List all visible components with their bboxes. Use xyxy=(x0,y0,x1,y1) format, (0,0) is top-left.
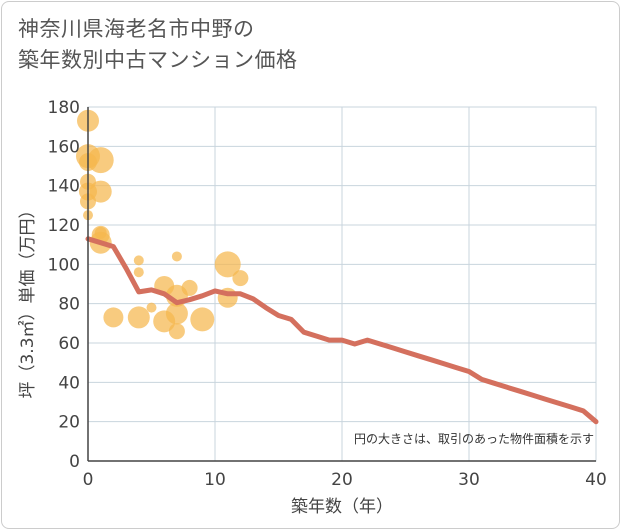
x-axis-label: 築年数（年） xyxy=(291,497,393,517)
data-point xyxy=(127,306,150,329)
x-tick-label: 30 xyxy=(458,470,480,490)
data-point xyxy=(103,307,124,328)
tick-labels: 0 20 40 60 80 100 120 140 160 180 0 10 20 30 40 xyxy=(48,98,607,490)
title-line-1: 神奈川県海老名市中野の xyxy=(18,17,255,41)
data-point xyxy=(133,255,144,266)
data-point xyxy=(181,279,198,296)
y-tick-label: 20 xyxy=(58,413,80,433)
data-point xyxy=(165,302,188,325)
data-point xyxy=(87,147,114,174)
y-tick-label: 80 xyxy=(58,295,80,315)
data-point xyxy=(232,270,249,287)
y-tick-label: 100 xyxy=(48,255,80,275)
x-tick-label: 10 xyxy=(204,470,226,490)
data-point xyxy=(214,251,241,278)
data-point xyxy=(146,302,157,313)
y-tick-label: 120 xyxy=(48,216,80,236)
x-tick-label: 20 xyxy=(331,470,353,490)
y-tick-label: 160 xyxy=(48,137,80,157)
y-tick-label: 60 xyxy=(58,334,80,354)
title-line-2: 築年数別中古マンション価格 xyxy=(18,48,298,72)
data-point xyxy=(133,267,144,278)
axes xyxy=(87,107,596,462)
y-axis-label: 坪（3.3㎡）単価（万円） xyxy=(18,201,38,398)
data-point xyxy=(168,323,185,340)
x-tick-label: 0 xyxy=(83,470,94,490)
x-tick-label: 40 xyxy=(585,470,607,490)
grid-lines xyxy=(87,106,597,462)
average-price-line xyxy=(85,236,599,425)
bubble-layer xyxy=(76,109,249,340)
data-point xyxy=(89,180,112,203)
bubble-size-note: 円の大きさは、取引のあった物件面積を示す xyxy=(354,431,594,446)
chart-title: 神奈川県海老名市中野の 築年数別中古マンション価格 xyxy=(18,14,298,76)
y-tick-label: 140 xyxy=(48,177,80,197)
data-point xyxy=(190,307,215,332)
y-tick-label: 40 xyxy=(58,373,80,393)
data-point xyxy=(94,226,107,239)
y-tick-label: 180 xyxy=(48,98,80,118)
y-tick-label: 0 xyxy=(69,452,80,472)
data-point xyxy=(171,251,182,262)
